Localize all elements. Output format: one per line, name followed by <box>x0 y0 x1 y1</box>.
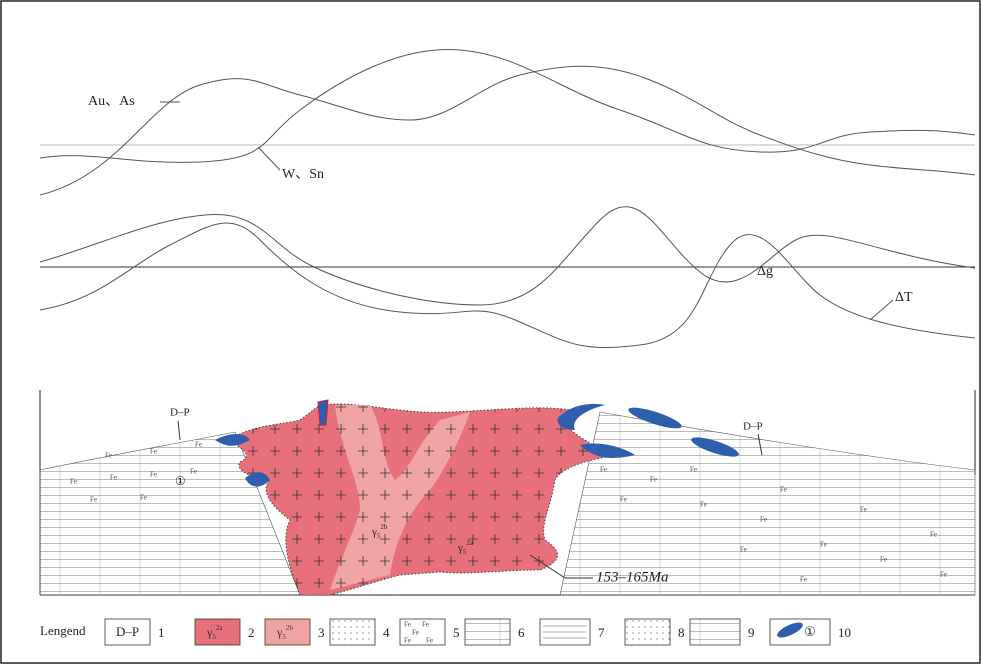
symbol-sub: 5 <box>282 633 286 641</box>
fe-mark: Fe <box>70 478 77 486</box>
fe-mark: Fe <box>620 496 627 504</box>
section-label: D–P <box>170 407 190 419</box>
fe-mark: Fe <box>760 516 767 524</box>
legend-number: 3 <box>318 625 325 640</box>
section-label: D–P <box>743 421 763 433</box>
section-label: ① <box>175 474 186 488</box>
legend-number: 9 <box>748 625 755 640</box>
legend-number: 2 <box>248 625 255 640</box>
fe-mark: Fe <box>700 501 707 509</box>
legend-title: Lengend <box>40 623 86 638</box>
fe-mark: Fe <box>105 452 112 460</box>
ore-body <box>318 400 328 425</box>
fe-mark: Fe <box>780 486 787 494</box>
fe-mark: Fe <box>110 474 117 482</box>
fe-mark: Fe <box>940 571 947 579</box>
legend-swatch <box>465 619 510 645</box>
legend-number: 7 <box>598 625 605 640</box>
fe-mark: Fe <box>195 441 202 449</box>
legend-number: 1 <box>158 625 165 640</box>
fe-mark: Fe <box>600 466 607 474</box>
fe-mark: Fe <box>650 476 657 484</box>
profile-label: Δg <box>757 264 773 279</box>
fe-mark: Fe <box>426 637 433 645</box>
fe-mark: Fe <box>800 576 807 584</box>
legend-swatch <box>690 619 740 645</box>
fe-mark: Fe <box>404 637 411 645</box>
diagram: Au、As W、Sn Δg ΔT D–P D–P ① γ52b γ52a 153… <box>0 0 981 664</box>
profile-label: W、Sn <box>282 167 324 182</box>
fe-mark: Fe <box>140 494 147 502</box>
symbol-sup: 2a <box>216 624 224 632</box>
fe-mark: Fe <box>412 629 419 637</box>
fe-mark: Fe <box>150 448 157 456</box>
legend-number: 6 <box>518 625 525 640</box>
fe-mark: Fe <box>190 468 197 476</box>
legend-number: 10 <box>838 625 851 640</box>
fe-mark: Fe <box>422 621 429 629</box>
legend-symbol: D–P <box>116 624 139 639</box>
fe-mark: Fe <box>740 546 747 554</box>
legend-swatch <box>625 619 670 645</box>
fe-mark: Fe <box>860 506 867 514</box>
symbol-sup: 2b <box>286 624 294 632</box>
profile-label: Au、As <box>88 94 135 109</box>
profile-label: ΔT <box>895 290 913 305</box>
fe-mark: Fe <box>690 466 697 474</box>
symbol-sub: 5 <box>212 633 216 641</box>
fe-mark: Fe <box>90 496 97 504</box>
fe-mark: Fe <box>880 556 887 564</box>
age-label: 153–165Ma <box>596 569 669 585</box>
fe-mark: Fe <box>930 531 937 539</box>
legend-swatch <box>330 619 375 645</box>
legend-number: 5 <box>453 625 460 640</box>
legend-symbol: ① <box>804 624 816 639</box>
fe-mark: Fe <box>820 541 827 549</box>
legend-number: 8 <box>678 625 685 640</box>
fe-mark: Fe <box>404 621 411 629</box>
legend-number: 4 <box>383 625 390 640</box>
fe-mark: Fe <box>150 471 157 479</box>
